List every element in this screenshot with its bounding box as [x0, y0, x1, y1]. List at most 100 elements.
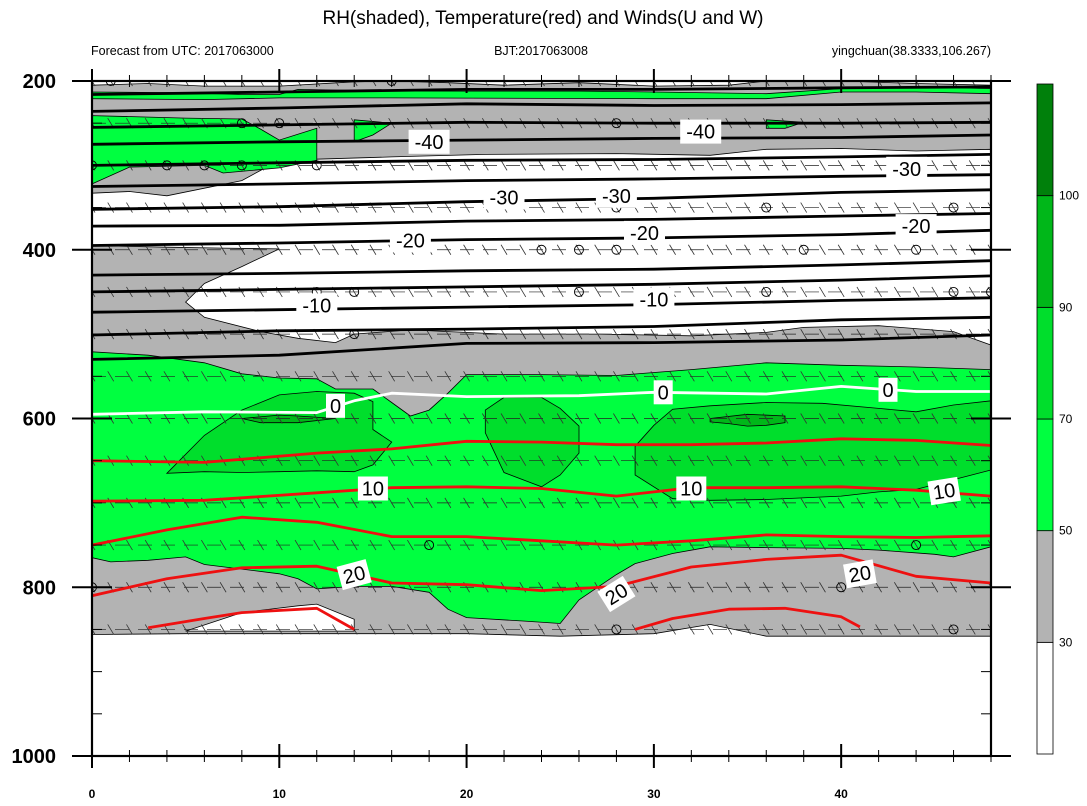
- wind-barb: [556, 624, 564, 635]
- wind-barb: [257, 624, 264, 635]
- wind-barb: [201, 582, 208, 593]
- wind-barb: [819, 328, 826, 340]
- wind-barb: [425, 455, 433, 466]
- contour-label-box: [680, 119, 722, 144]
- wind-barb: [163, 371, 171, 382]
- wind-barb: [463, 455, 470, 466]
- contour-label: -30: [886, 156, 928, 181]
- wind-barb: [781, 202, 789, 213]
- colorbar-swatch: [1036, 641, 1054, 755]
- wind-barb: [650, 582, 658, 593]
- wind-barb: [444, 202, 452, 213]
- wind-barb: [219, 582, 227, 593]
- wind-barb: [278, 81, 283, 87]
- wind-barb: [238, 244, 246, 255]
- wind-barb: [201, 455, 208, 466]
- temperature-contour-red: [92, 437, 991, 464]
- wind-barb: [968, 160, 976, 171]
- wind-barb: [669, 202, 676, 213]
- wind-barb: [669, 160, 676, 171]
- contour-label: 0: [326, 393, 345, 418]
- wind-barb: [859, 81, 864, 87]
- wind-barb: [201, 413, 208, 424]
- contour-label-text: -30: [602, 186, 631, 208]
- wind-barb: [92, 375, 96, 382]
- wind-barb: [987, 244, 991, 251]
- wind-barb: [669, 413, 676, 424]
- wind-barb: [201, 244, 208, 255]
- wind-barb: [819, 539, 826, 551]
- wind-barb: [238, 413, 246, 424]
- wind-barb: [894, 244, 901, 255]
- contour-label-box: [483, 185, 525, 210]
- wind-barb: [594, 413, 602, 424]
- wind-barb: [519, 497, 527, 509]
- wind-barb: [425, 497, 433, 509]
- wind-barb: [800, 328, 808, 340]
- wind-barb: [669, 244, 676, 255]
- wind-barb: [837, 413, 845, 424]
- wind-barb: [762, 371, 770, 382]
- wind-barb: [425, 202, 433, 213]
- wind-barb: [350, 413, 358, 424]
- wind-barb: [369, 413, 377, 424]
- temperature-contour-black: [92, 101, 991, 113]
- wind-barb: [762, 244, 770, 255]
- wind-barb: [781, 539, 789, 551]
- y-tick-label: 600: [23, 409, 56, 431]
- contour-label: -20: [389, 228, 431, 253]
- wind-barb: [313, 582, 321, 593]
- wind-barb: [894, 539, 901, 551]
- wind-barb: [931, 244, 939, 255]
- contour-label: -40: [408, 129, 450, 154]
- wind-barb: [706, 539, 714, 551]
- wind-barb: [594, 244, 602, 255]
- wind-barb: [107, 371, 115, 382]
- calm-wind-circle: [424, 540, 435, 551]
- wind-barb: [968, 624, 976, 635]
- temperature-contour-black: [92, 228, 991, 247]
- wind-barb: [481, 371, 489, 382]
- contour-label: 10: [676, 476, 707, 501]
- wind-barb: [556, 413, 564, 424]
- wind-barb: [407, 497, 414, 509]
- wind-barb: [350, 497, 358, 509]
- wind-barb: [350, 244, 358, 255]
- wind-barb: [875, 160, 882, 171]
- wind-barb: [222, 81, 227, 87]
- wind-barb: [669, 328, 676, 340]
- y-tick-label: 1000: [12, 746, 57, 768]
- wind-barb: [372, 81, 377, 87]
- wind-barb: [968, 371, 976, 382]
- contour-label-box: [336, 559, 372, 591]
- calm-wind-circle: [236, 160, 247, 171]
- wind-barb: [762, 624, 770, 635]
- wind-barb: [728, 81, 733, 87]
- wind-barb: [800, 539, 808, 551]
- wind-barb: [466, 81, 470, 87]
- wind-barb: [407, 539, 414, 551]
- wind-barb: [107, 624, 115, 635]
- wind-barb: [388, 539, 396, 551]
- wind-barb: [744, 455, 751, 466]
- wind-barb: [444, 497, 452, 509]
- contour-label: -20: [895, 214, 937, 239]
- colorbar-swatch: [1036, 83, 1054, 197]
- temperature-contour-black: [92, 153, 991, 167]
- wind-barb: [875, 455, 882, 466]
- contour-label: -20: [624, 220, 665, 245]
- wind-barb: [332, 455, 339, 466]
- wind-barb: [201, 328, 208, 340]
- wind-barb: [407, 455, 414, 466]
- wind-barb: [819, 371, 826, 382]
- contour-label-text: 10: [680, 479, 702, 501]
- wind-barb: [934, 81, 939, 87]
- contour-label-box: [927, 476, 961, 506]
- wind-barb: [219, 160, 227, 171]
- temperature-contour-black: [92, 259, 991, 277]
- wind-barb: [294, 371, 302, 382]
- contour-label-box: [624, 220, 665, 245]
- wind-barb: [744, 160, 751, 171]
- wind-barb: [425, 539, 433, 551]
